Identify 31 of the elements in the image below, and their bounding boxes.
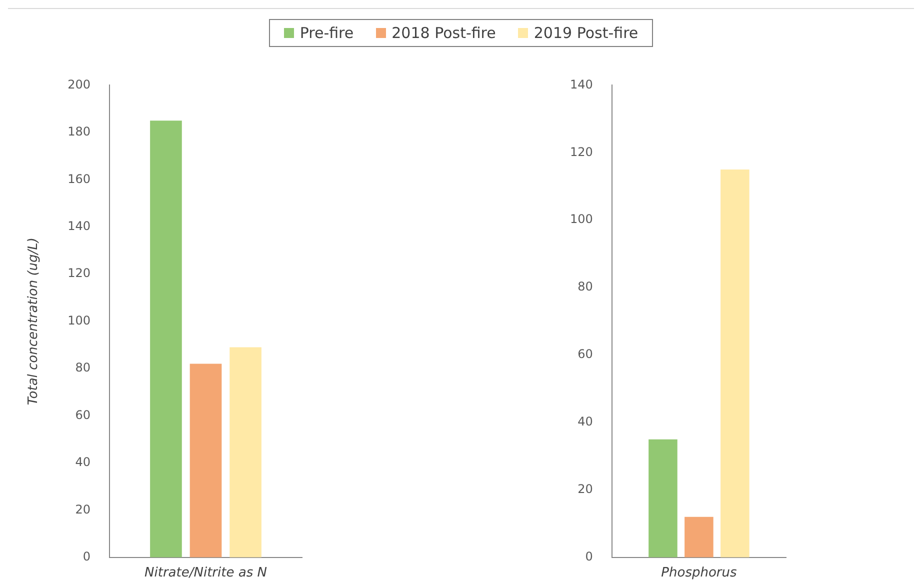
y-tick-label: 100 [68, 313, 91, 328]
y-tick-label: 140 [68, 218, 91, 233]
bar [190, 364, 222, 558]
y-axis-title: Total concentration (ug/L) [26, 238, 42, 406]
y-tick-label: 0 [585, 550, 593, 564]
y-tick-label: 40 [578, 414, 593, 429]
legend-label: 2018 Post-fire [392, 24, 496, 42]
y-tick-label: 40 [75, 455, 91, 470]
y-tick-label: 20 [75, 502, 91, 516]
legend-label: 2019 Post-fire [534, 24, 638, 42]
y-tick-label: 20 [578, 482, 593, 496]
y-tick-label: 0 [82, 550, 91, 564]
y-tick-label: 80 [75, 360, 91, 375]
y-tick-label: 60 [75, 408, 91, 422]
y-tick-label: 120 [570, 144, 593, 159]
bar [230, 347, 262, 558]
y-tick-label: 100 [570, 212, 593, 226]
x-tick-label: Phosphorus [661, 566, 737, 581]
y-tick-label: 200 [68, 77, 91, 92]
bar [720, 170, 750, 558]
y-tick-label: 60 [578, 347, 593, 362]
bar [684, 516, 714, 558]
x-tick-label: Nitrate/Nitrite as N [144, 566, 268, 581]
bar [150, 120, 182, 558]
y-tick-label: 180 [68, 124, 91, 139]
y-tick-label: 160 [68, 172, 91, 186]
legend-label: Pre-fire [300, 24, 354, 42]
y-tick-label: 140 [570, 77, 593, 92]
bar [648, 439, 678, 558]
y-tick-label: 80 [578, 280, 593, 294]
y-tick-label: 120 [68, 266, 91, 280]
